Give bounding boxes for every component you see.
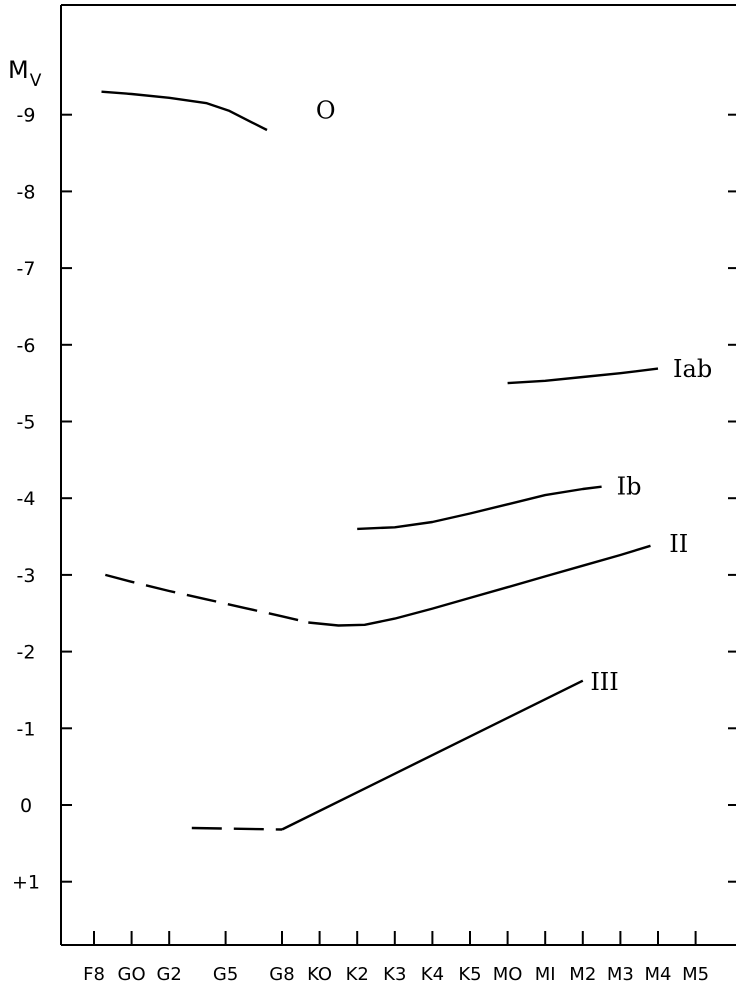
- x-tick-label: F8: [83, 964, 105, 985]
- series-line-solid: [281, 679, 584, 831]
- series-label: II: [669, 530, 688, 558]
- series-line-solid: [507, 367, 659, 385]
- y-tick-label: -4: [17, 488, 36, 510]
- x-tick-label: K3: [383, 964, 406, 985]
- x-tick-label: G5: [213, 964, 238, 985]
- series-label: Iab: [673, 355, 712, 383]
- x-tick-label: M5: [682, 964, 709, 985]
- series-ib: Ib: [357, 472, 642, 531]
- series-o: O: [101, 90, 336, 132]
- y-tick-label: 0: [20, 795, 32, 817]
- series-line-solid: [357, 485, 602, 531]
- x-tick-label: G8: [269, 964, 294, 985]
- y-tick-label: -9: [17, 105, 36, 127]
- x-tick-label: MI: [535, 964, 556, 985]
- y-tick-label: -3: [17, 565, 36, 587]
- y-tick-label: -7: [17, 258, 36, 280]
- y-tick-label: -8: [17, 181, 36, 203]
- series-ii: II: [104, 530, 688, 627]
- y-tick-label: -2: [17, 642, 36, 664]
- y-tick-label: +1: [12, 872, 40, 894]
- x-tick-label: M3: [607, 964, 634, 985]
- x-tick-label: K5: [458, 964, 481, 985]
- series-label: O: [316, 97, 336, 125]
- y-axis-title-main: M: [8, 56, 29, 84]
- series-iii: III: [191, 668, 619, 831]
- y-tick-label: -1: [17, 718, 36, 740]
- series-line-dashed: [104, 573, 309, 624]
- series-label: III: [590, 668, 618, 696]
- x-tick-label: M2: [569, 964, 596, 985]
- plot-frame: [60, 4, 736, 946]
- y-tick-label: -6: [17, 335, 36, 357]
- series-iab: Iab: [507, 355, 712, 385]
- y-tick-label: -5: [17, 412, 36, 434]
- series-line-solid: [101, 90, 268, 132]
- series-line-dashed: [191, 826, 283, 831]
- x-tick-label: GO: [118, 964, 146, 985]
- x-tick-label: KO: [307, 964, 332, 985]
- x-tick-label: MO: [493, 964, 523, 985]
- series-label: Ib: [617, 472, 642, 500]
- x-tick-label: G2: [156, 964, 181, 985]
- x-ticks: F8 GO G2 G5 G8 KO K2 K3 K4 K5 MO MI M2 M3 M4 M5: [83, 931, 709, 985]
- y-axis-title: MV: [8, 56, 42, 91]
- y-ticks: -9 -8 -7 -6 -5 -4 -3 -2 -1 0 +1: [12, 105, 736, 894]
- y-axis-title-sub: V: [30, 71, 42, 91]
- x-tick-label: K4: [421, 964, 444, 985]
- x-tick-label: K2: [346, 964, 369, 985]
- series-line-solid: [308, 544, 651, 627]
- x-tick-label: M4: [645, 964, 672, 985]
